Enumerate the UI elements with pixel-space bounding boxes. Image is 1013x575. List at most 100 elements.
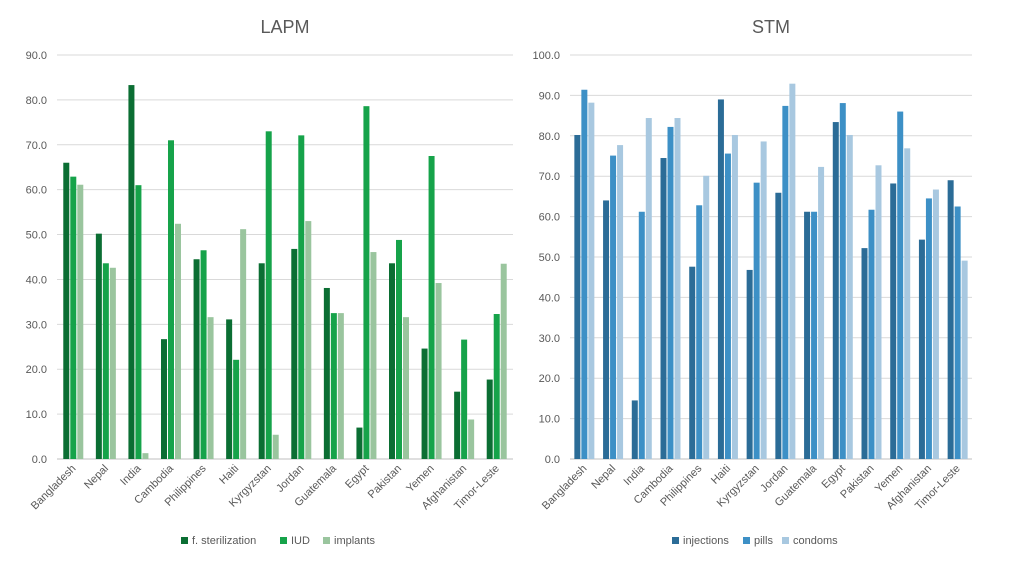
y-tick-label: 20.0 <box>26 364 47 376</box>
bar-f-sterilization-afghanistan <box>454 391 461 459</box>
bar-injections-kyrgyzstan <box>746 269 753 459</box>
bar-f-sterilization-nepal <box>95 233 102 459</box>
y-tick-label: 70.0 <box>539 171 560 183</box>
bar-implants-guatemala <box>337 313 344 459</box>
bar-injections-philippines <box>689 266 696 459</box>
bar-injections-guatemala <box>804 211 811 459</box>
bar-iud-guatemala <box>330 313 337 459</box>
bar-iud-jordan <box>298 135 305 459</box>
bar-injections-jordan <box>775 192 782 459</box>
bar-f-sterilization-philippines <box>193 259 200 459</box>
bar-f-sterilization-yemen <box>421 348 428 459</box>
bar-f-sterilization-guatemala <box>323 287 330 459</box>
bar-iud-egypt <box>363 106 370 459</box>
bar-iud-india <box>135 185 142 459</box>
bar-condoms-nepal <box>617 145 624 460</box>
y-tick-label: 20.0 <box>539 373 560 385</box>
bar-condoms-cambodia <box>674 118 681 460</box>
y-tick-label: 80.0 <box>539 131 560 143</box>
bar-f-sterilization-egypt <box>356 427 363 459</box>
bar-injections-timor-leste <box>947 180 954 460</box>
legend-label: implants <box>334 535 375 547</box>
bar-condoms-india <box>645 118 652 460</box>
y-tick-label: 50.0 <box>26 230 47 242</box>
y-tick-label: 80.0 <box>26 95 47 107</box>
bar-injections-haiti <box>717 99 724 459</box>
bar-f-sterilization-pakistan <box>389 263 395 459</box>
bar-condoms-timor-leste <box>961 260 968 459</box>
bar-condoms-guatemala <box>818 166 825 459</box>
chart-stm: STM 0.0 10.0 20.0 30.0 40.0 50.0 60.0 70.0 80.0 90… <box>532 17 972 547</box>
legend-swatch <box>782 537 789 544</box>
bar-iud-yemen <box>428 156 435 459</box>
y-tick-label: 30.0 <box>539 333 560 345</box>
bar-f-sterilization-bangladesh <box>63 162 70 459</box>
legend-label: pills <box>754 535 773 547</box>
bar-iud-haiti <box>233 359 240 459</box>
bar-iud-timor-leste <box>493 314 500 459</box>
y-tick-label: 40.0 <box>26 274 47 286</box>
legend-swatch <box>280 537 287 544</box>
bar-implants-yemen <box>435 283 442 459</box>
bar-iud-kyrgyzstan <box>265 131 272 460</box>
legend-label: IUD <box>291 535 310 547</box>
bar-injections-india <box>631 400 638 459</box>
chart-title: STM <box>752 17 790 37</box>
bar-iud-nepal <box>102 263 109 459</box>
bar-implants-jordan <box>305 221 312 459</box>
y-tick-label: 50.0 <box>539 252 560 264</box>
bar-pills-timor-leste <box>954 206 961 459</box>
bar-condoms-bangladesh <box>588 102 595 459</box>
legend-swatch <box>323 537 330 544</box>
bar-implants-kyrgyzstan <box>272 434 279 459</box>
legend-swatch <box>672 537 679 544</box>
bar-implants-afghanistan <box>468 419 475 459</box>
bar-iud-philippines <box>200 250 207 459</box>
bar-pills-guatemala <box>811 211 818 459</box>
bar-pills-jordan <box>782 105 789 460</box>
y-tick-label: 100.0 <box>532 50 560 62</box>
bar-implants-timor-leste <box>500 263 507 459</box>
bar-condoms-pakistan <box>875 165 882 460</box>
x-tick-label: Nepal <box>589 463 618 492</box>
bar-injections-cambodia <box>660 158 667 459</box>
legend-swatch <box>181 537 188 544</box>
y-tick-label: 10.0 <box>26 409 47 421</box>
legend-label: condoms <box>793 535 838 547</box>
bar-injections-afghanistan <box>918 239 925 459</box>
legend-label: f. sterilization <box>192 535 256 547</box>
y-tick-label: 0.0 <box>32 454 47 466</box>
bar-iud-pakistan <box>396 239 402 459</box>
bar-pills-haiti <box>724 153 731 460</box>
bar-pills-nepal <box>610 155 617 459</box>
legend-swatch <box>743 537 750 544</box>
x-tick-label: Egypt <box>343 463 371 491</box>
bar-iud-cambodia <box>168 140 174 460</box>
bar-implants-philippines <box>207 317 214 459</box>
y-tick-label: 40.0 <box>539 292 560 304</box>
y-tick-label: 60.0 <box>26 185 47 197</box>
bar-implants-haiti <box>240 229 247 459</box>
bar-f-sterilization-haiti <box>226 319 233 459</box>
bar-pills-kyrgyzstan <box>753 182 760 459</box>
x-tick-label: Bangladesh <box>540 463 590 513</box>
bar-implants-egypt <box>370 252 377 459</box>
bar-injections-egypt <box>832 122 839 460</box>
bar-f-sterilization-india <box>128 85 135 459</box>
y-tick-label: 60.0 <box>539 212 560 224</box>
x-tick-label: Yemen <box>404 463 436 495</box>
bar-condoms-egypt <box>846 134 853 459</box>
bar-pills-bangladesh <box>581 89 588 459</box>
bar-condoms-jordan <box>789 83 796 460</box>
bar-condoms-kyrgyzstan <box>760 141 767 459</box>
bar-pills-afghanistan <box>925 198 932 460</box>
x-tick-label: Pakistan <box>366 463 404 501</box>
x-tick-label: India <box>118 462 144 488</box>
bar-injections-nepal <box>603 200 610 459</box>
bar-implants-nepal <box>109 267 116 459</box>
y-tick-label: 30.0 <box>26 319 47 331</box>
bar-implants-cambodia <box>175 223 181 459</box>
x-tick-label: Nepal <box>82 463 111 492</box>
y-tick-label: 70.0 <box>26 140 47 152</box>
bar-pills-egypt <box>839 103 846 460</box>
